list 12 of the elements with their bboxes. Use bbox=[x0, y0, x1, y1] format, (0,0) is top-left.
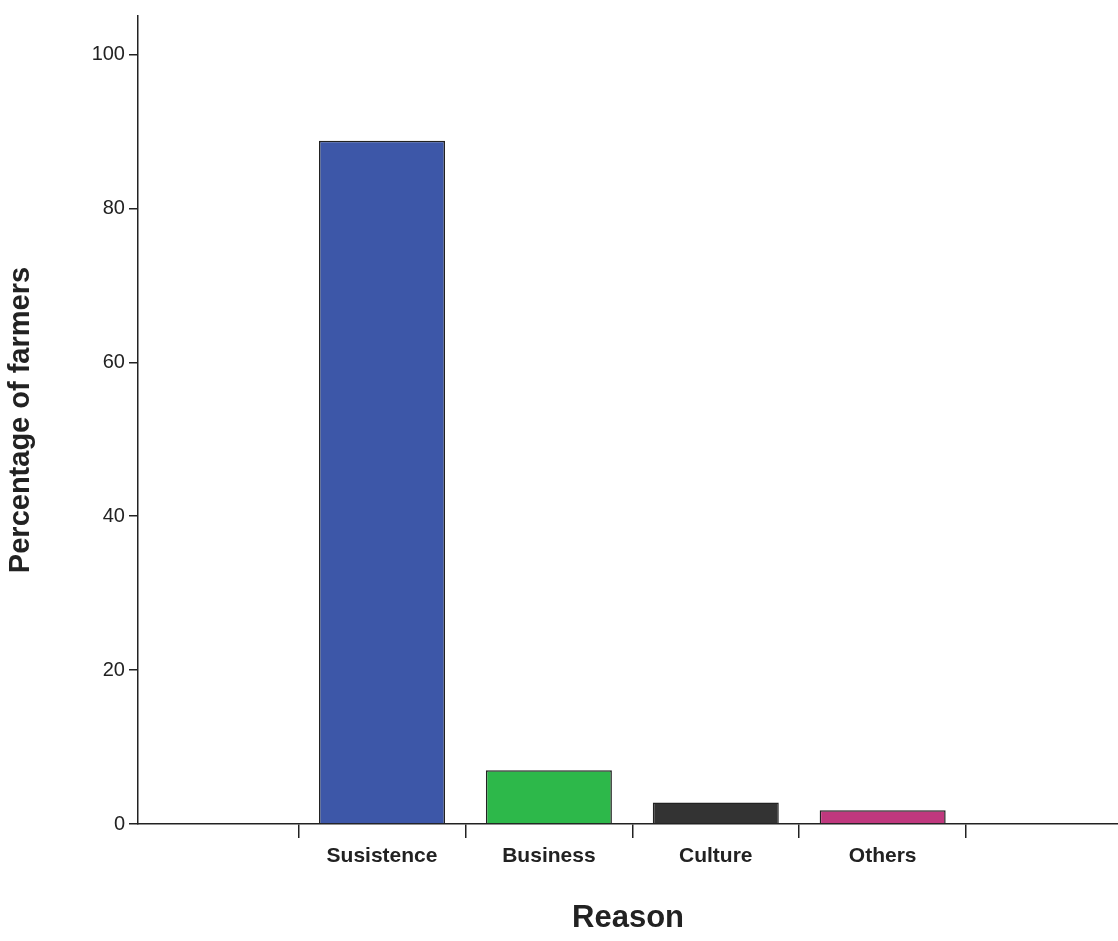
x-axis-title: Reason bbox=[572, 898, 684, 934]
y-tick-label: 100 bbox=[91, 41, 125, 64]
x-tick-label: Others bbox=[848, 843, 917, 867]
y-axis-title: Percentage of farmers bbox=[3, 266, 36, 574]
y-tick-label: 0 bbox=[113, 811, 125, 834]
x-tick-label: Culture bbox=[679, 843, 753, 867]
y-tick-label: 40 bbox=[102, 503, 125, 526]
y-tick-label: 60 bbox=[102, 349, 125, 372]
y-tick-label: 80 bbox=[102, 195, 125, 218]
y-tick-label: 20 bbox=[102, 657, 125, 680]
x-tick-label: Susistence bbox=[326, 843, 438, 867]
x-tick-label: Business bbox=[502, 843, 596, 867]
